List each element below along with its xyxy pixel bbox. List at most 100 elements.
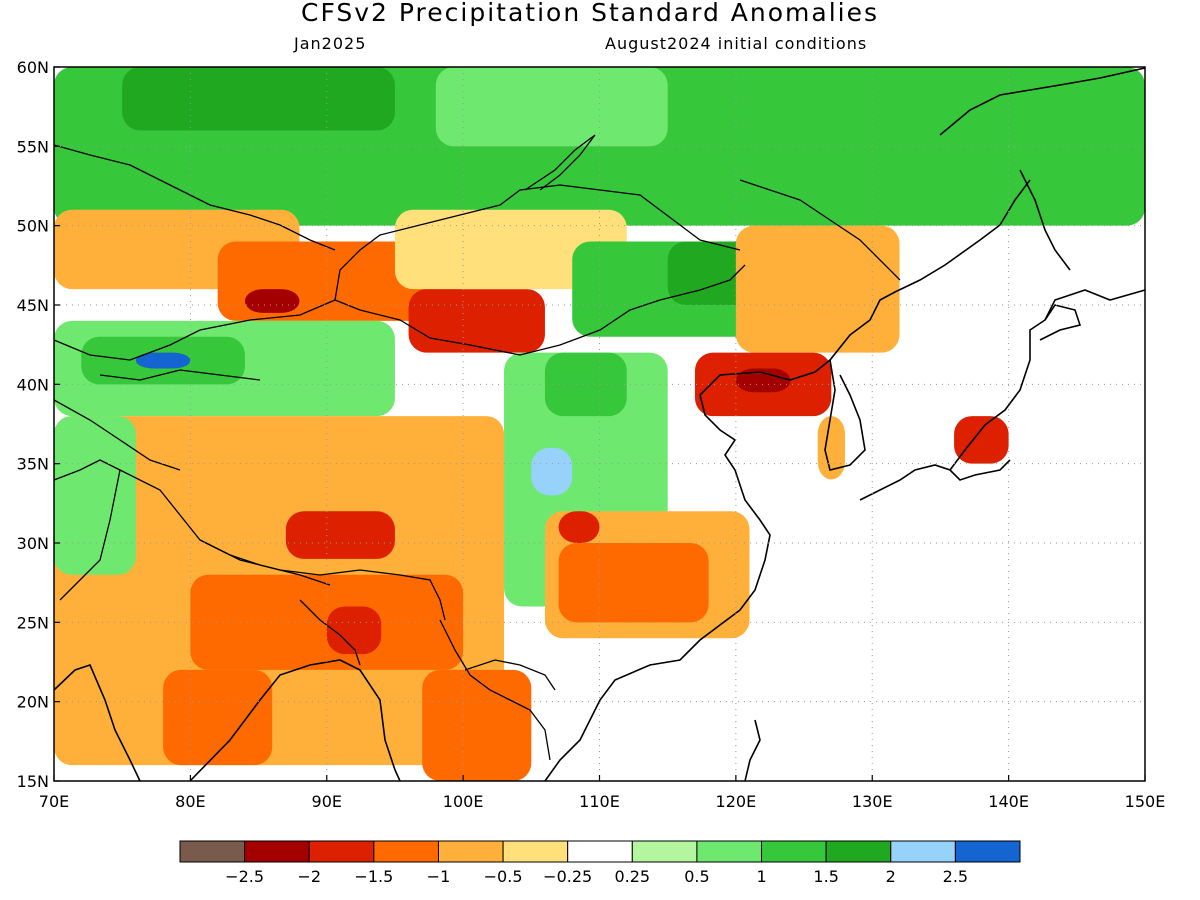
colorbar-label: −0.25 (543, 867, 592, 886)
coastline-okhotsk (939, 67, 1145, 136)
colorbar-label: 0.5 (684, 867, 709, 886)
anomaly-field (54, 67, 1145, 781)
gridlines (54, 67, 1145, 781)
colorbar-label: 2.5 (943, 867, 968, 886)
anomaly-region (135, 352, 191, 369)
colorbar-swatch (179, 840, 246, 863)
colorbar-swatch (954, 840, 1021, 863)
valid-month-label: Jan2025 (294, 34, 367, 53)
border-pakistan (54, 459, 121, 601)
latitude-tick-label: 20N (17, 693, 49, 712)
anomaly-region (394, 209, 627, 290)
latitude-tick-label: 35N (17, 455, 49, 474)
colorbar-swatch (373, 840, 439, 863)
anomaly-region (954, 416, 1009, 464)
border-mongolia-north (334, 184, 741, 301)
longitude-ticks: 70E 80E 90E 100E 110E 120E 130E 140E 150E (39, 775, 1166, 811)
colorbar-swatch (244, 840, 310, 863)
latitude-tick-label: 25N (17, 613, 49, 632)
anomaly-region (735, 225, 900, 353)
border-myanmar (439, 619, 551, 761)
colorbar-label: 0.25 (614, 867, 650, 886)
longitude-tick-label: 140E (988, 792, 1029, 811)
anomaly-region (122, 67, 395, 131)
colorbar-swatch (696, 840, 763, 863)
colorbar-swatch (890, 840, 956, 863)
latitude-tick-label: 55N (17, 137, 49, 156)
longitude-tick-label: 90E (312, 792, 342, 811)
country-borders (54, 134, 901, 761)
anomaly-region (163, 669, 273, 766)
border-bangladesh (299, 599, 361, 666)
anomaly-region (435, 67, 668, 147)
longitude-tick-label: 150E (1125, 792, 1166, 811)
init-conditions-label: August2024 initial conditions (605, 34, 868, 53)
colorbar-label: 2 (886, 867, 896, 886)
chart-title: CFSv2 Precipitation Standard Anomalies (300, 0, 879, 27)
longitude-tick-label: 100E (443, 792, 484, 811)
anomaly-region (326, 606, 382, 655)
border-tibet (119, 469, 446, 621)
anomaly-region (244, 289, 300, 313)
colorbar: −2.5 −2 −1.5 −1 −0.5 −0.25 0.25 0.5 1 1.5 2 2.5 (179, 840, 1021, 886)
coastline-bay-bengal (189, 659, 401, 781)
anomaly-region (531, 447, 573, 496)
colorbar-label: −2 (297, 867, 321, 886)
coastline-japan-south (859, 459, 1011, 501)
latitude-tick-label: 60N (17, 58, 49, 77)
colorbar-swatch (437, 840, 504, 863)
anomaly-region (285, 511, 395, 559)
anomaly-region (735, 368, 791, 393)
anomaly-region (558, 511, 600, 543)
colorbar-label: −0.5 (484, 867, 523, 886)
border-kyrgyz (99, 369, 261, 381)
colorbar-swatch (567, 840, 633, 863)
colorbar-swatch (825, 840, 892, 863)
coastline-taiwan (744, 719, 761, 781)
colorbar-label: −1 (427, 867, 451, 886)
coastline-korea (824, 359, 866, 471)
colorbar-swatch (761, 840, 827, 863)
anomaly-region (817, 416, 845, 480)
border-nepal (199, 539, 331, 586)
anomaly-region (422, 669, 532, 781)
latitude-tick-label: 40N (17, 375, 49, 394)
border-kashmir (54, 399, 181, 471)
anomaly-region (54, 416, 136, 575)
anomaly-region (544, 352, 627, 417)
colorbar-label: 1.5 (813, 867, 838, 886)
coastline-bohai (544, 394, 771, 781)
longitude-tick-label: 110E (579, 792, 620, 811)
colorbar-label: 1 (756, 867, 766, 886)
longitude-tick-label: 80E (175, 792, 205, 811)
anomaly-region (558, 543, 709, 623)
anomaly-region (408, 289, 545, 353)
border-kazakhstan (54, 144, 336, 251)
latitude-tick-label: 45N (17, 296, 49, 315)
border-central-asia (54, 299, 336, 361)
border-mongolia-south (334, 264, 746, 356)
coastline-china-east (699, 179, 1031, 396)
colorbar-label: −1.5 (354, 867, 393, 886)
border-baikal (524, 134, 596, 191)
colorbar-swatch (631, 840, 698, 863)
border-laos-vietnam (464, 659, 556, 691)
coastline-sakhalin (1019, 169, 1071, 271)
latitude-tick-label: 30N (17, 534, 49, 553)
latitude-tick-label: 50N (17, 217, 49, 236)
colorbar-label: −2.5 (225, 867, 264, 886)
longitude-tick-label: 70E (39, 792, 69, 811)
longitude-tick-label: 120E (716, 792, 757, 811)
anomaly-region (190, 574, 464, 670)
latitude-tick-label: 15N (17, 772, 49, 791)
latitude-ticks: 15N 20N 25N 30N 35N 40N 45N 50N 55N 60N (17, 58, 60, 791)
colorbar-swatch (502, 840, 569, 863)
coastline-japan (949, 289, 1145, 471)
coastline-hokkaido (1039, 304, 1082, 341)
colorbar-swatch (308, 840, 375, 863)
coastline-india (54, 664, 141, 781)
longitude-tick-label: 130E (852, 792, 893, 811)
border-russia-manchuria (739, 179, 901, 281)
coastlines (54, 67, 1145, 781)
